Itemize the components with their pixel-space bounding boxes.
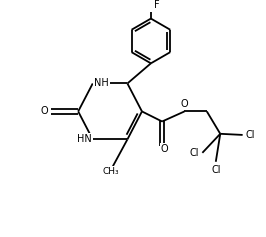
Text: HN: HN	[77, 134, 92, 144]
Text: O: O	[40, 106, 48, 116]
Text: O: O	[181, 99, 188, 109]
Text: Cl: Cl	[211, 165, 221, 175]
Text: Cl: Cl	[189, 148, 199, 158]
Text: CH₃: CH₃	[102, 167, 119, 176]
Text: F: F	[154, 0, 160, 10]
Text: Cl: Cl	[246, 130, 255, 140]
Text: O: O	[160, 145, 168, 155]
Text: NH: NH	[94, 78, 109, 88]
